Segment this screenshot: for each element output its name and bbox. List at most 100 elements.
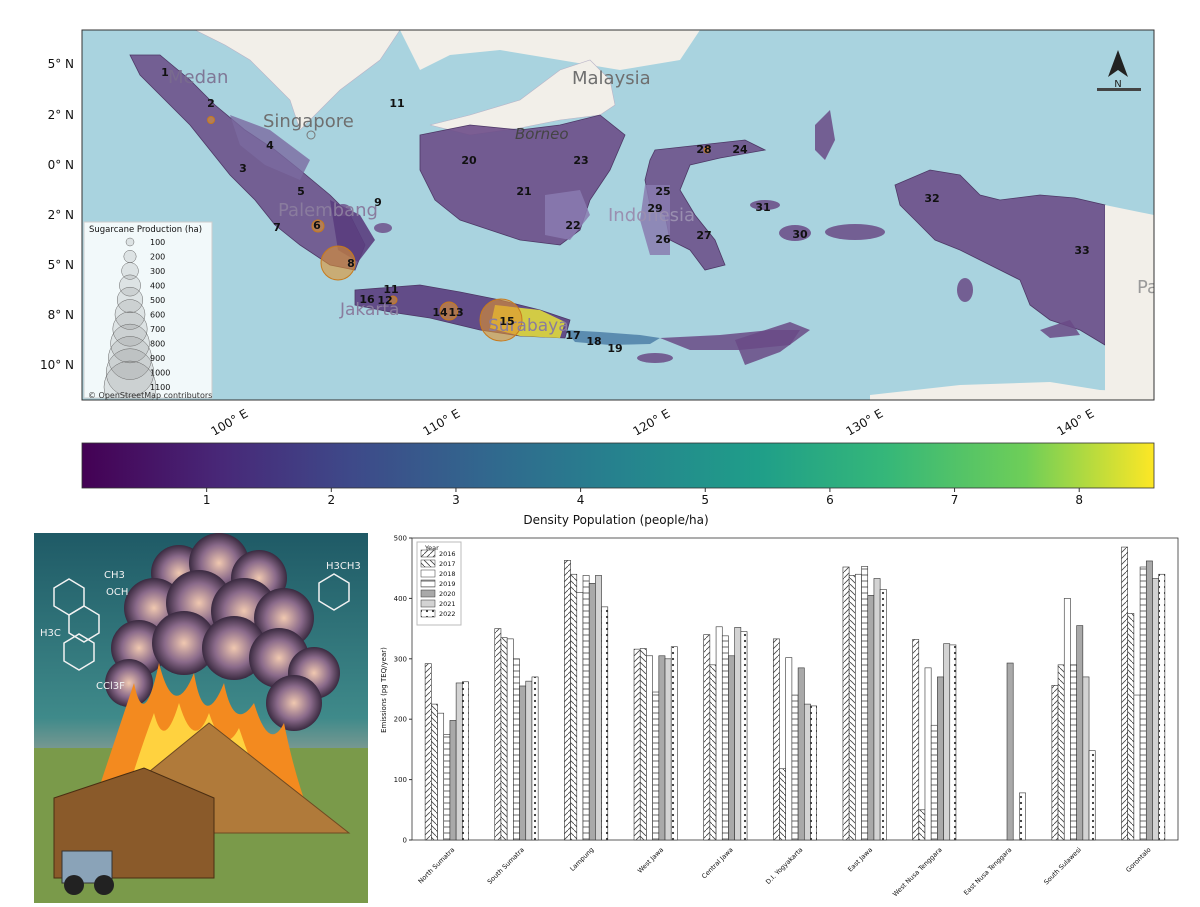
production-bubble-central-java [439, 301, 459, 321]
x-tick-label: South Sumatra [486, 846, 526, 886]
province-number: 33 [1074, 244, 1089, 257]
seram-island [825, 224, 885, 240]
legend-entry: 2016 [439, 550, 456, 558]
province-number: 11 [389, 97, 404, 110]
legend-value: 100 [150, 238, 165, 247]
y-tick-label: 400 [394, 595, 407, 603]
legend-entry: 2021 [439, 600, 456, 608]
production-bubble-north-sumatra [207, 116, 215, 124]
southern-papua-coast [1040, 320, 1080, 338]
legend-bubble [114, 299, 146, 330]
x-tick-label: D.I. Yogyakarta [764, 846, 804, 886]
y-tick-label: 100 [394, 776, 407, 784]
production-bubble-south-sumatra [311, 219, 325, 233]
south-china-sea-coast [400, 30, 700, 70]
x-tick-label: Gorontalo [1124, 846, 1152, 874]
legend-value: 800 [150, 340, 165, 349]
bar [531, 676, 539, 841]
bar [924, 667, 932, 841]
bar-legend: Year 2016 2017 2018 2019 2020 2021 2022 [416, 541, 462, 626]
province-number: 13 [448, 306, 463, 319]
x-tick-label: West Nusa Tenggara [891, 846, 944, 899]
legend-title: Year [424, 544, 439, 552]
bar [525, 680, 533, 841]
x-tick-label: North Sumatra [417, 846, 457, 886]
belitung-island [374, 223, 392, 233]
legend-bubble [125, 237, 135, 247]
legend-bubble [119, 274, 141, 297]
bar [570, 573, 578, 841]
bar [949, 644, 957, 841]
bar [848, 575, 856, 841]
truck-wheel-icon [94, 875, 114, 895]
bar [1121, 546, 1128, 841]
bar [1158, 573, 1166, 841]
province-number: 27 [696, 229, 711, 242]
legend-swatch [420, 599, 436, 608]
legend-swatch [420, 549, 436, 558]
y-tick-label: 0 [403, 837, 407, 845]
latitude-tick: 2° N [48, 108, 74, 122]
bar [803, 703, 811, 841]
smoke-cloud [105, 533, 340, 731]
bar [1127, 613, 1135, 841]
legend-entry: 2020 [439, 590, 456, 598]
nusa-tenggara-west [565, 330, 660, 345]
legend-swatch [420, 559, 436, 568]
latitude-tick: 8° N [48, 308, 74, 322]
legend-bubble [110, 323, 150, 364]
place-label: Borneo [515, 125, 569, 143]
legend-bubble [108, 336, 152, 380]
legend-entry: 2019 [439, 580, 456, 588]
legend-swatch [420, 579, 436, 588]
province-number: 32 [924, 192, 939, 205]
formula-label: OCH [106, 587, 128, 598]
y-axis-label: Emissions (pg TEQ/year) [380, 647, 388, 733]
legend-swatch [420, 589, 436, 598]
bar [810, 705, 817, 841]
province-number: 19 [607, 342, 622, 355]
bar [443, 734, 451, 841]
province-number: 5 [297, 185, 305, 198]
bar [873, 578, 881, 841]
indonesia-map: Medan Singapore Malaysia Borneo Palemban… [40, 29, 1155, 439]
x-tick-label: West Jawa [636, 846, 665, 875]
x-tick-label: Lampung [568, 846, 595, 873]
south-kalimantan-province [545, 190, 590, 240]
bar [797, 667, 805, 841]
colorbar-tick: 6 [826, 493, 834, 507]
molecule-drawing-icon [53, 573, 350, 671]
aru-islands [957, 278, 973, 302]
formula-label: CH3 [104, 570, 125, 581]
province-number: 7 [273, 221, 281, 234]
province-number: 22 [565, 219, 580, 232]
legend-box [83, 221, 213, 399]
bar [930, 724, 938, 841]
legend-value: 200 [150, 253, 165, 262]
province-number: 26 [655, 233, 671, 246]
bar [595, 575, 602, 841]
bar [462, 681, 469, 841]
latitude-tick: 2° N [48, 208, 74, 222]
australia-coast [870, 382, 1154, 400]
colorbar-gradient [81, 442, 1155, 489]
bar [494, 628, 502, 841]
legend-entry: 2017 [439, 560, 456, 568]
province-number: 24 [732, 143, 748, 156]
colorbar-tick: 7 [951, 493, 959, 507]
place-label: Malaysia [572, 68, 651, 89]
x-tick-label: Central Jawa [700, 846, 735, 881]
province-number: 16 [359, 293, 375, 306]
province-number: 1 [161, 66, 169, 79]
timor-island [735, 322, 810, 365]
province-number: 25 [655, 185, 670, 198]
map-frame [81, 29, 1155, 401]
province-number: 23 [573, 154, 588, 167]
bar [424, 663, 432, 841]
longitude-tick: 100° E [209, 406, 251, 435]
place-label: Jakarta [339, 300, 399, 320]
production-bubble-lampung [320, 245, 356, 281]
truck-wheel-icon [64, 875, 84, 895]
place-label: Palembang [278, 200, 378, 221]
x-tick-label: South Sulawesi [1042, 846, 1083, 887]
